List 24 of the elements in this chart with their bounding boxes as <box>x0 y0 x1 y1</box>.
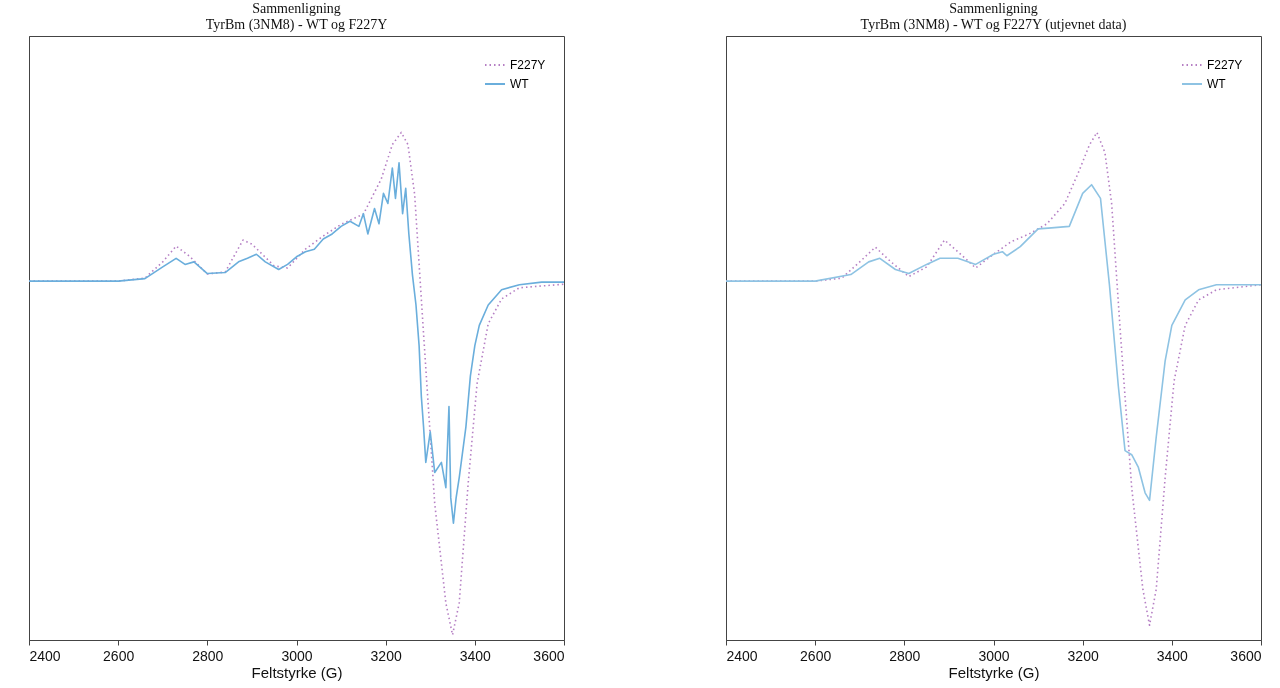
chart-subtitle: TyrBm (3NM8) - WT og F227Y (utjevnet data) <box>860 17 1127 33</box>
x-tick-label: 3200 <box>1067 647 1099 664</box>
legend-label: WT <box>510 77 530 91</box>
x-tick-label: 3000 <box>978 647 1010 664</box>
chart-title: Sammenligning <box>252 1 341 16</box>
x-tick-label: 3200 <box>370 647 402 664</box>
x-tick-label: 2600 <box>103 647 135 664</box>
legend-label: WT <box>1207 77 1227 91</box>
x-tick-label: 2800 <box>889 647 921 664</box>
x-tick-label: 3400 <box>459 647 492 664</box>
x-tick-label: 3400 <box>1156 647 1189 664</box>
x-tick-label: 3600 <box>533 647 565 664</box>
chart-title: Sammenligning <box>949 1 1038 16</box>
x-axis-title: Feltstyrke (G) <box>251 663 343 681</box>
x-tick-label: 2800 <box>192 647 224 664</box>
chart-subtitle: TyrBm (3NM8) - WT og F227Y <box>205 17 388 33</box>
x-tick-label: 2400 <box>29 647 61 664</box>
x-tick-label: 3600 <box>1230 647 1262 664</box>
legend-label: F227Y <box>510 58 546 72</box>
x-tick-label: 2400 <box>726 647 758 664</box>
x-tick-label: 2600 <box>800 647 832 664</box>
x-tick-label: 3000 <box>281 647 313 664</box>
x-axis-title: Feltstyrke (G) <box>948 663 1040 681</box>
legend-label: F227Y <box>1207 58 1243 72</box>
